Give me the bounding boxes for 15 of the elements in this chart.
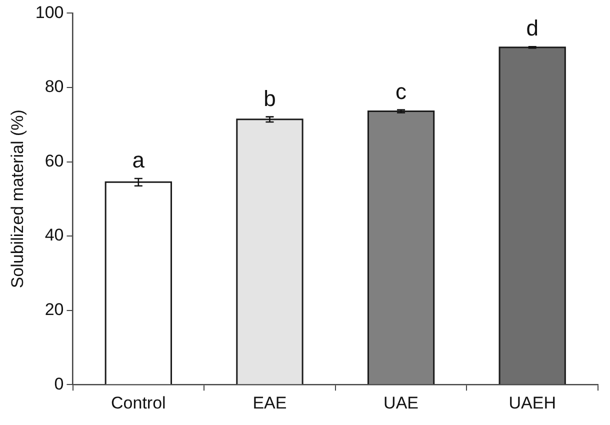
annotation: d — [526, 16, 538, 41]
x-tick-label: Control — [111, 393, 166, 412]
y-tick-label: 40 — [44, 226, 64, 245]
y-axis-title: Solubilized material (%) — [8, 110, 27, 288]
x-tick-label: UAEH — [508, 393, 556, 412]
annotation: b — [264, 86, 276, 111]
y-tick-label: 80 — [44, 77, 64, 96]
y-tick-label: 60 — [44, 151, 64, 170]
x-tick-label: UAE — [384, 393, 419, 412]
y-tick-label: 100 — [35, 2, 64, 22]
y-tick-label: 0 — [54, 374, 64, 394]
x-tick-label: EAE — [252, 393, 287, 412]
annotation: c — [396, 78, 407, 104]
annotation: a — [132, 148, 146, 173]
y-tick-label: 20 — [44, 300, 64, 320]
